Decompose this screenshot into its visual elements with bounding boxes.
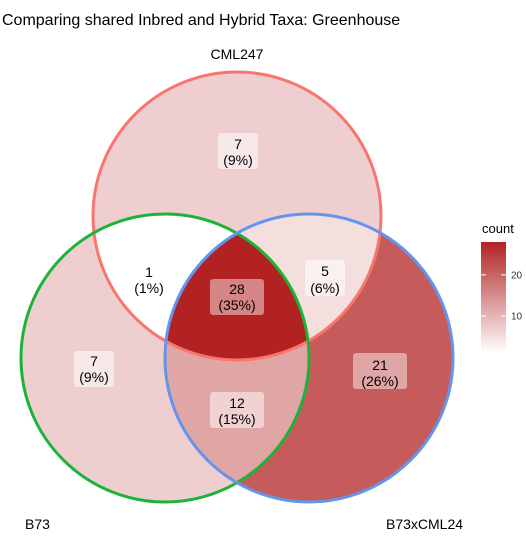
set-outline-cml247 bbox=[91, 70, 383, 362]
region-count: 28 bbox=[229, 281, 245, 297]
label-all-three: 28 (35%) bbox=[210, 279, 264, 315]
label-cml247-b73xcml24: 5 (6%) bbox=[305, 260, 345, 296]
label-cml247-b73: 1 (1%) bbox=[129, 262, 169, 298]
label-b73-b73xcml24: 12 (15%) bbox=[210, 392, 264, 428]
region-percent: (6%) bbox=[310, 280, 340, 296]
region-percent: (35%) bbox=[218, 297, 255, 313]
region-percent: (1%) bbox=[134, 280, 164, 296]
region-count: 21 bbox=[372, 357, 388, 373]
region-percent: (9%) bbox=[223, 152, 253, 168]
label-cml247-only: 7 (9%) bbox=[218, 133, 258, 169]
legend-tick-label: 20 bbox=[511, 270, 523, 281]
region-count: 7 bbox=[90, 353, 98, 369]
region-count: 7 bbox=[234, 136, 242, 152]
label-b73xcml24-only: 21 (26%) bbox=[353, 353, 407, 389]
chart-title: Comparing shared Inbred and Hybrid Taxa:… bbox=[2, 12, 400, 29]
region-count: 1 bbox=[145, 264, 153, 280]
region-percent: (26%) bbox=[361, 373, 398, 389]
region-percent: (9%) bbox=[79, 369, 109, 385]
set-label-cml247: CML247 bbox=[211, 46, 264, 62]
legend-tick-label: 10 bbox=[511, 312, 523, 323]
set-outline-b73 bbox=[19, 212, 311, 504]
region-count: 5 bbox=[321, 263, 329, 279]
legend-title: count bbox=[482, 221, 514, 236]
set-label-b73: B73 bbox=[25, 516, 50, 532]
region-percent: (15%) bbox=[218, 411, 255, 427]
legend: count 10 20 bbox=[481, 221, 523, 353]
region-all-three bbox=[165, 214, 309, 360]
label-b73-only: 7 (9%) bbox=[74, 351, 114, 387]
legend-colorbar bbox=[481, 242, 506, 353]
region-count: 12 bbox=[229, 395, 245, 411]
set-outline-b73xcml24 bbox=[163, 212, 455, 504]
set-label-b73xcml24: B73xCML24 bbox=[386, 516, 463, 532]
